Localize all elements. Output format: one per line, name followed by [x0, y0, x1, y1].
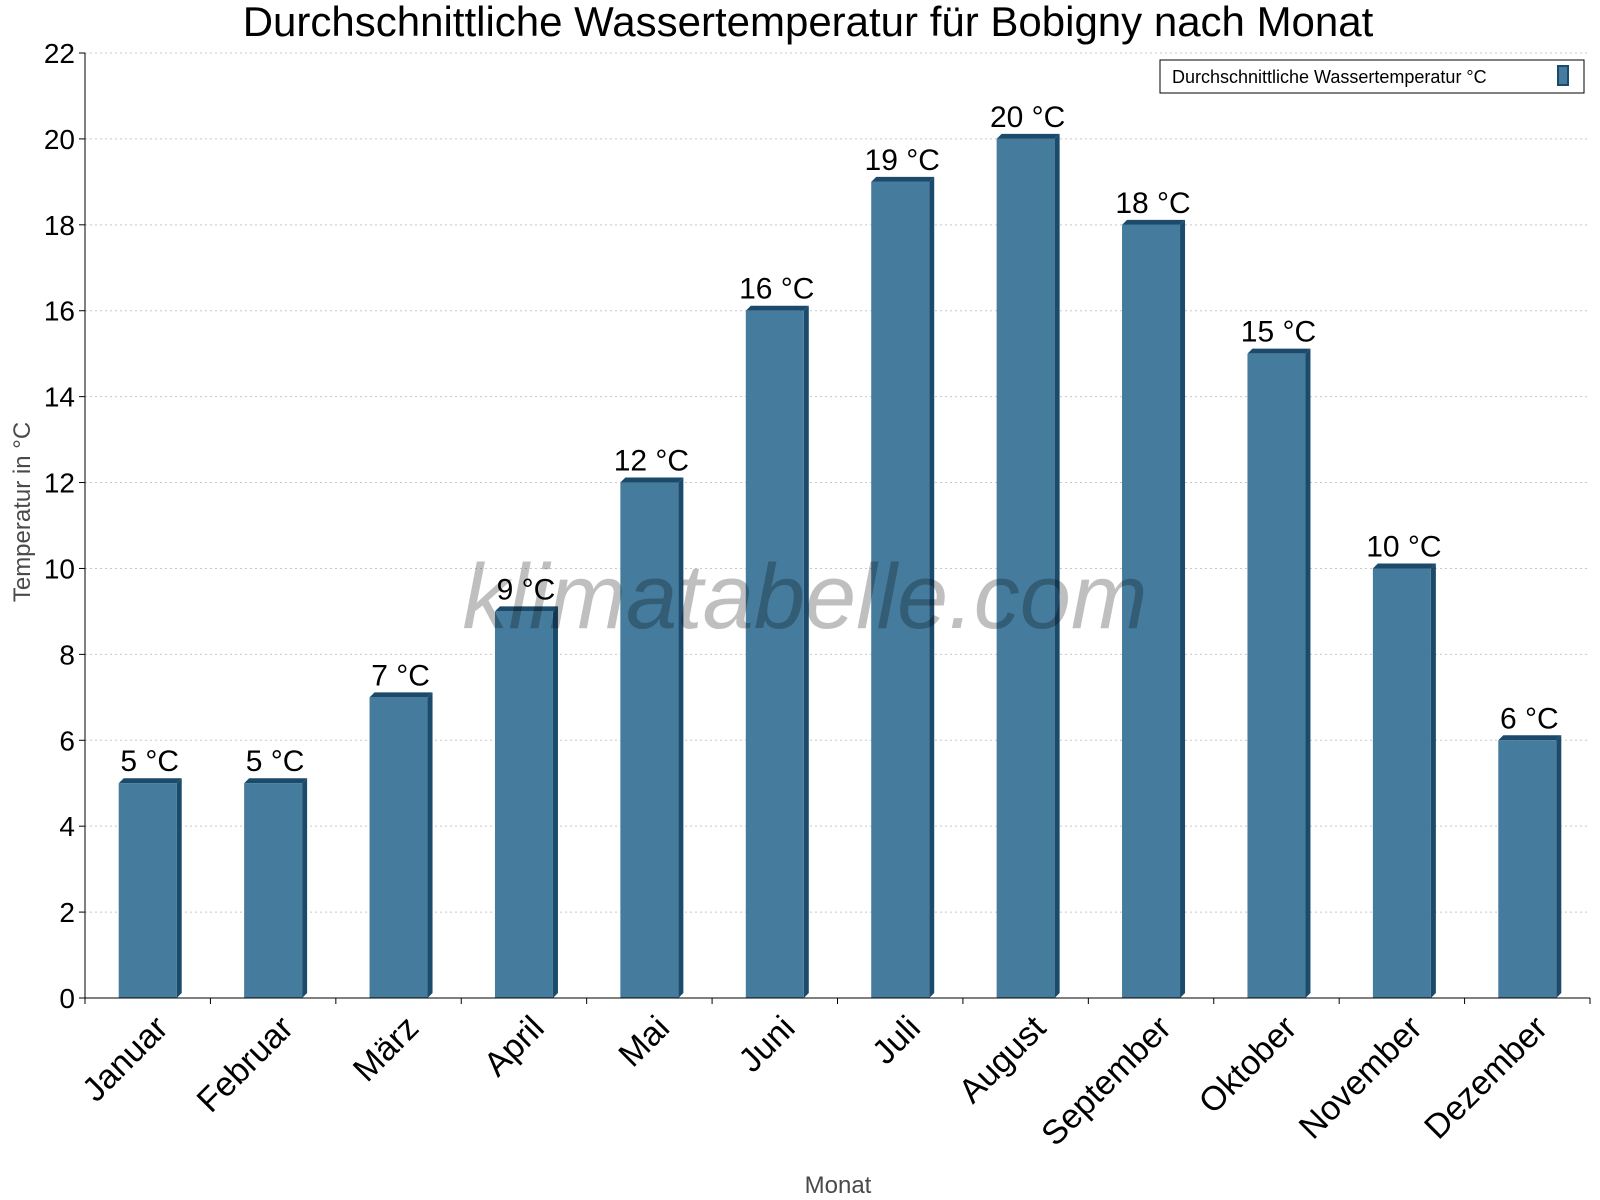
bar — [494, 611, 553, 998]
grid — [85, 52, 1590, 913]
bar-top — [620, 477, 684, 483]
legend-swatch — [1557, 65, 1569, 86]
value-label: 16 °C — [739, 273, 814, 306]
bar-top — [1498, 735, 1562, 741]
y-tick-label: 4 — [59, 811, 75, 842]
bar-side — [427, 692, 433, 998]
bar-side — [1556, 735, 1562, 998]
value-label: 7 °C — [371, 659, 430, 692]
x-tick-label: Februar — [190, 1009, 301, 1120]
bar-side — [803, 305, 809, 998]
legend-label: Durchschnittliche Wassertemperatur °C — [1172, 67, 1487, 87]
bar-side — [1054, 133, 1060, 999]
bar-side — [1180, 219, 1186, 998]
x-tick-label: Juni — [731, 1009, 802, 1080]
bar-top — [244, 778, 308, 784]
bar-side — [678, 477, 684, 999]
value-label: 15 °C — [1241, 316, 1316, 349]
value-label: 20 °C — [990, 101, 1065, 134]
value-label: 12 °C — [614, 445, 689, 478]
watermark: klimatabelle.com — [462, 546, 1147, 648]
x-tick-label: Oktober — [1192, 1009, 1304, 1121]
value-label: 9 °C — [497, 573, 556, 606]
bar — [244, 783, 303, 998]
value-labels: 5 °C 5 °C 7 °C 9 °C 12 °C 16 °C 19 °C 20 °C 18 °… — [120, 101, 1558, 778]
bar-top — [1247, 348, 1311, 354]
bar-top — [494, 606, 558, 612]
bar — [369, 697, 428, 998]
bar-top — [369, 692, 433, 698]
value-label: 6 °C — [1500, 702, 1559, 735]
y-tick-label: 8 — [59, 639, 75, 670]
x-tick-label: November — [1292, 1009, 1430, 1147]
y-axis-label: Temperatur in °C — [9, 422, 36, 602]
y-tick-label: 18 — [44, 210, 75, 241]
y-tick-label: 20 — [44, 124, 75, 155]
bars — [118, 133, 1562, 999]
bar-top — [871, 176, 935, 182]
chart-title: Durchschnittliche Wassertemperatur für B… — [243, 0, 1374, 45]
x-tick-label: August — [952, 1008, 1054, 1110]
value-label: 19 °C — [865, 144, 940, 177]
x-tick-label: April — [477, 1009, 552, 1084]
bar — [620, 482, 679, 999]
x-tick-labels: Januar Februar März April Mai Juni Juli AugustS… — [75, 1008, 1555, 1153]
y-tick-label: 2 — [59, 897, 75, 928]
y-tick-label: 16 — [44, 296, 75, 327]
y-tick-label: 14 — [44, 382, 75, 413]
value-label: 5 °C — [120, 745, 179, 778]
bar-side — [1305, 348, 1311, 998]
x-tick-label: Dezember — [1417, 1009, 1555, 1147]
bar-top — [996, 133, 1060, 139]
bar — [745, 310, 804, 998]
y-tick-label: 12 — [44, 468, 75, 499]
bar-side — [1430, 563, 1436, 998]
legend: Durchschnittliche Wassertemperatur °C — [1159, 59, 1585, 94]
y-tick-label: 10 — [44, 553, 75, 584]
bar — [1498, 740, 1557, 998]
bar-top — [1122, 219, 1186, 225]
bar-top — [745, 305, 809, 311]
x-tick-label: Juli — [865, 1009, 928, 1072]
bar-top — [1372, 563, 1436, 569]
y-tick-label: 6 — [59, 725, 75, 756]
x-tick-label: Mai — [611, 1009, 677, 1075]
bar — [996, 138, 1055, 999]
y-tick-label: 22 — [44, 38, 75, 69]
bar-side — [302, 778, 308, 998]
bar-side — [176, 778, 182, 998]
bar — [1122, 224, 1181, 998]
x-tick-label: September — [1034, 1009, 1178, 1153]
value-label: 18 °C — [1115, 187, 1190, 220]
value-label: 10 °C — [1366, 530, 1441, 563]
x-tick-label: März — [346, 1009, 426, 1089]
bar — [1247, 353, 1306, 998]
y-tick-labels: 0 2 4 6 8 10 12 14 16 18 20 22 — [44, 38, 75, 1014]
value-label: 5 °C — [246, 745, 305, 778]
x-tick-label: Januar — [75, 1009, 175, 1109]
axes — [79, 52, 1591, 1004]
bar-side — [552, 606, 558, 998]
bar-side — [929, 176, 935, 998]
x-axis-label: Monat — [805, 1172, 872, 1199]
bar-top — [118, 778, 182, 784]
y-tick-label: 0 — [59, 983, 75, 1014]
bar — [1372, 568, 1431, 998]
legend-box — [1159, 59, 1585, 94]
bar — [871, 181, 930, 998]
bar — [118, 783, 177, 998]
